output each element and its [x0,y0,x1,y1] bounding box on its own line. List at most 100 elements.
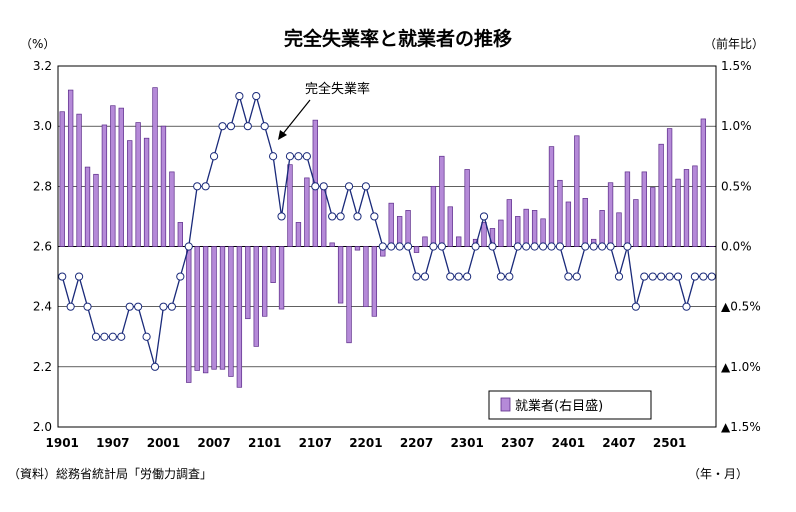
unemployment-rate-point [353,212,362,221]
unemployment-rate-point [665,272,674,281]
unemployment-rate-point [184,242,193,251]
employment-bar [127,140,133,247]
x-tick-label: 2107 [299,436,332,450]
x-tick-label: 2001 [147,436,180,450]
unemployment-rate-point [108,332,117,341]
right-axis-unit: （前年比） [704,36,764,51]
left-tick-label: 2.6 [33,240,52,254]
unemployment-rate-point [564,272,573,281]
employment-bar [557,179,563,247]
employment-bar [481,222,487,247]
employment-bar [675,178,681,247]
employment-bar [186,246,192,383]
annotation-label: 完全失業率 [305,81,370,97]
employment-bar [270,246,276,283]
employment-bar [253,246,259,347]
x-tick-label: 2207 [400,436,433,450]
unemployment-rate-point [100,332,109,341]
unemployment-rate-point [581,242,590,251]
unemployment-rate-point [690,272,700,281]
employment-bar [295,222,302,247]
annotation-arrow-line [281,99,311,136]
unemployment-rate-point [66,302,75,311]
employment-bar [59,111,65,247]
unemployment-rate-point [403,242,413,251]
employment-bar [354,246,361,251]
unemployment-rate-point [589,242,598,251]
unemployment-rate-point [74,272,84,281]
employment-bar [616,212,622,247]
employment-bar [67,89,74,247]
unemployment-rate-point [370,212,379,221]
employment-bar [194,246,200,371]
employment-bar [93,173,99,247]
employment-bar [599,210,605,247]
employment-bar [236,246,243,388]
unemployment-rate-point [252,91,261,101]
unemployment-rate-point [328,212,337,221]
unemployment-rate-point [142,332,151,341]
unemployment-rate-point [218,122,227,131]
unemployment-rate-point [134,302,143,311]
unemployment-rate-point [209,152,219,161]
x-tick-label: 2101 [248,436,281,450]
unemployment-rate-point [648,272,657,281]
unemployment-rate-point [707,272,716,281]
employment-bar [506,199,512,247]
x-tick-label: 2407 [602,436,635,450]
right-tick-label: 0.0% [721,240,752,254]
employment-bar [700,118,707,247]
right-tick-label: ▲1.5% [721,420,761,434]
employment-bar [346,246,352,344]
unemployment-rate-point [657,272,666,281]
employment-bar [633,199,639,247]
unemployment-rate-point [378,242,387,251]
employment-bar [666,128,673,247]
left-tick-label: 2.2 [33,360,52,374]
line-annotation: 完全失業率 [278,81,370,140]
employment-bar [515,216,521,247]
employment-bar [245,246,251,320]
employment-bar [101,124,108,247]
employment-bar [456,236,462,247]
employment-bar [396,216,403,247]
unemployment-rate-point [361,182,371,191]
employment-bar [683,169,690,247]
employment-bar [219,246,226,370]
x-tick-label: 1901 [46,436,79,450]
unemployment-rate-point [513,242,522,251]
unemployment-rate-point [58,272,67,281]
employment-bar [177,222,183,247]
employment-bar [430,185,437,247]
unemployment-rate-point [682,302,691,311]
employment-bar [422,236,428,247]
unemployment-rate-point [83,302,92,311]
employment-bar [211,246,217,370]
unemployment-rate-point [311,182,320,191]
x-tick-label: 2007 [197,436,230,450]
unemployment-rate-point [159,302,168,311]
unemployment-rate-point [336,212,345,221]
employment-bar [540,218,546,247]
legend-box [488,390,652,420]
employment-bar [76,113,82,247]
unemployment-rate-point [260,122,269,131]
unemployment-rate-point [319,182,328,191]
unemployment-rate-point [555,242,565,251]
x-tick-label: 2307 [501,436,534,450]
employment-bar [202,246,209,374]
unemployment-rate-point [91,332,101,341]
employment-bar [135,122,141,247]
unemployment-rate-point [302,152,311,161]
unemployment-rate-point [395,242,404,251]
unemployment-rate-point [235,91,244,101]
unemployment-rate-point [269,152,278,161]
left-tick-label: 3.2 [33,59,52,73]
unemployment-rate-point [150,362,160,371]
unemployment-rate-point [437,242,446,251]
employment-bar [650,187,656,247]
employment-bar [607,182,614,247]
unemployment-rate-point [277,212,286,221]
employment-bar [363,246,369,308]
